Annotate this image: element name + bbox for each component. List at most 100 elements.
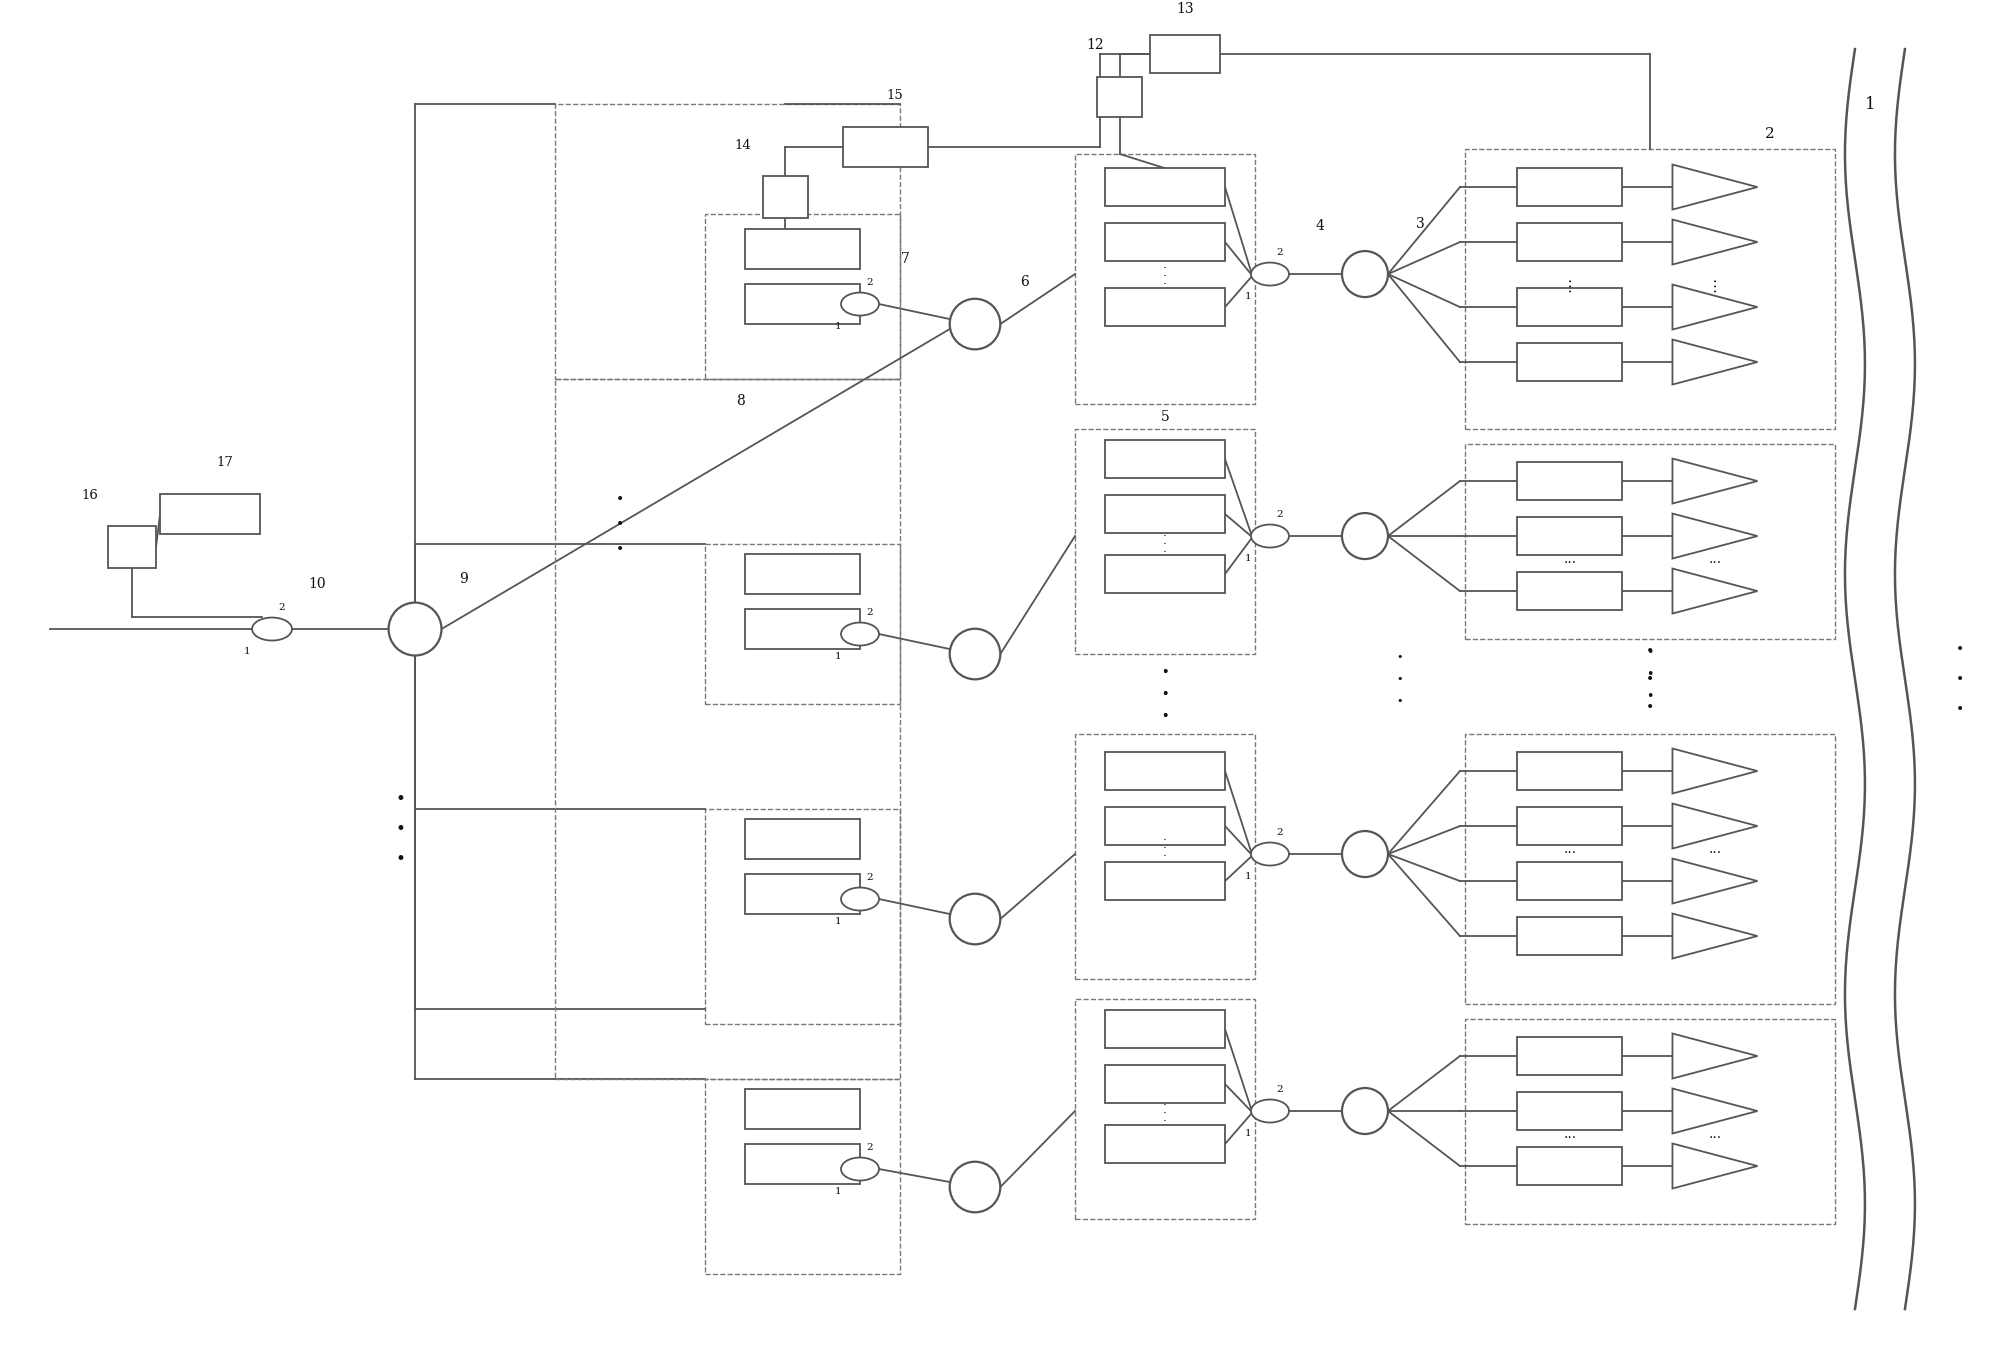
Text: •: • [1161,666,1169,678]
Circle shape [950,299,1000,349]
Bar [554,105,899,379]
Bar [1105,495,1226,533]
Bar [744,819,859,859]
Bar [1105,752,1226,790]
Text: 6: 6 [1020,275,1030,289]
Text: ·
·
·: · · · [1163,834,1167,863]
Bar [1149,35,1220,73]
Polygon shape [1673,164,1758,209]
Bar [744,1144,859,1184]
Text: 2: 2 [1276,1084,1284,1094]
Text: ·
·
·: · · · [1163,1099,1167,1128]
Text: 1: 1 [1244,871,1252,881]
Bar [1105,1010,1226,1048]
Text: 2: 2 [1276,510,1284,519]
Circle shape [1343,830,1387,877]
Bar [762,177,808,217]
Circle shape [950,1162,1000,1212]
Circle shape [950,629,1000,680]
Circle shape [1343,251,1387,298]
Polygon shape [1673,749,1758,794]
Text: 1: 1 [1865,95,1875,113]
Text: 13: 13 [1175,3,1193,16]
Bar [1097,77,1143,117]
Bar [1105,862,1226,900]
Circle shape [950,894,1000,945]
Text: ...: ... [1564,552,1577,567]
Bar [706,1079,899,1273]
Bar [1518,572,1623,610]
Bar [744,554,859,594]
Polygon shape [1673,803,1758,848]
Text: 2: 2 [278,602,286,612]
Text: 1: 1 [835,322,841,330]
Bar [1466,1019,1835,1224]
Text: 14: 14 [734,139,752,152]
Text: ⋯: ⋯ [1562,276,1577,292]
Text: •: • [395,819,405,839]
Text: 8: 8 [736,394,744,408]
Text: 1: 1 [1244,553,1252,563]
Bar [1518,862,1623,900]
Text: •: • [395,849,405,868]
Text: •: • [617,492,625,506]
Text: 15: 15 [887,88,903,102]
Bar [1518,223,1623,261]
Polygon shape [1673,568,1758,613]
Bar [554,379,899,1079]
Bar [1466,444,1835,639]
Text: ...: ... [1708,843,1722,856]
Polygon shape [1673,220,1758,265]
Text: 7: 7 [901,251,909,266]
Bar [1518,516,1623,554]
Bar [1466,149,1835,429]
Text: 4: 4 [1316,219,1325,232]
Text: ...: ... [1564,843,1577,856]
Text: •: • [1645,673,1653,686]
Polygon shape [1673,1143,1758,1189]
Bar [1518,752,1623,790]
Ellipse shape [1252,262,1288,285]
Bar [1518,807,1623,845]
Bar [744,609,859,650]
Text: 1: 1 [835,651,841,660]
Bar [843,126,927,167]
Bar [1466,734,1835,1004]
Text: •: • [1397,652,1403,662]
Bar [744,874,859,915]
Ellipse shape [252,617,292,640]
Text: ⋯: ⋯ [1708,276,1722,292]
Ellipse shape [841,1158,879,1181]
Text: •: • [1645,700,1653,713]
Bar [706,544,899,704]
Text: 2: 2 [1766,126,1774,141]
Text: 1: 1 [244,647,250,655]
Text: 2: 2 [867,277,873,287]
Bar [1075,429,1256,654]
Text: 1: 1 [835,916,841,925]
Polygon shape [1673,1033,1758,1079]
Ellipse shape [1252,525,1288,548]
Ellipse shape [841,292,879,315]
Text: 2: 2 [867,1143,873,1151]
Bar [744,284,859,323]
Text: •: • [395,790,405,809]
Text: •: • [1397,674,1403,684]
Bar [1105,288,1226,326]
Bar [706,809,899,1025]
Text: ·
·
·: · · · [1163,261,1167,291]
Bar [1075,734,1256,978]
Text: 2: 2 [867,607,873,617]
Polygon shape [1673,458,1758,504]
Text: •: • [1956,641,1964,656]
Bar [1105,169,1226,207]
Bar [1105,223,1226,261]
Circle shape [1343,514,1387,559]
Bar [706,215,899,379]
Polygon shape [1673,913,1758,958]
Text: •: • [1647,689,1653,703]
Bar [1518,288,1623,326]
Text: ...: ... [1708,552,1722,567]
Bar [1518,917,1623,955]
Text: •: • [617,516,625,531]
